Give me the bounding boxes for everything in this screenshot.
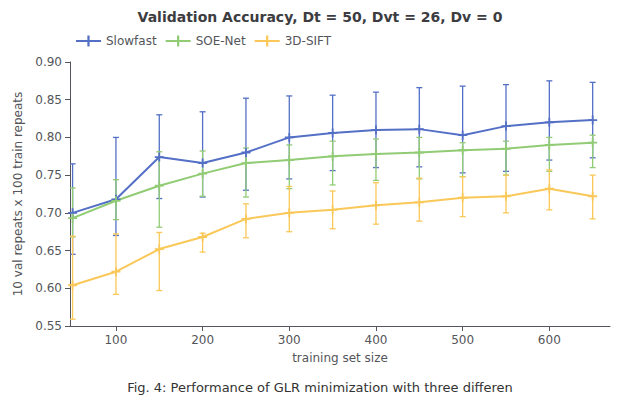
svg-text:300: 300 — [278, 333, 301, 347]
svg-text:0.70: 0.70 — [35, 206, 62, 220]
svg-text:600: 600 — [538, 333, 561, 347]
svg-text:10 val repeats x 100 train rep: 10 val repeats x 100 train repeats — [11, 92, 25, 297]
svg-text:200: 200 — [191, 333, 214, 347]
svg-text:0.75: 0.75 — [35, 168, 62, 182]
svg-text:3D-SIFT: 3D-SIFT — [285, 34, 332, 48]
svg-text:Validation Accuracy, Dt = 50,: Validation Accuracy, Dt = 50, Dvt = 26, … — [138, 9, 503, 25]
svg-text:SOE-Net: SOE-Net — [196, 34, 246, 48]
svg-text:0.85: 0.85 — [35, 93, 62, 107]
svg-text:0.65: 0.65 — [35, 244, 62, 258]
svg-text:0.90: 0.90 — [35, 55, 62, 69]
svg-text:100: 100 — [104, 333, 127, 347]
svg-text:400: 400 — [365, 333, 388, 347]
svg-text:500: 500 — [451, 333, 474, 347]
svg-text:training set size: training set size — [292, 351, 388, 365]
svg-text:0.55: 0.55 — [35, 319, 62, 333]
svg-text:0.60: 0.60 — [35, 281, 62, 295]
svg-text:Slowfast: Slowfast — [106, 34, 157, 48]
svg-text:Fig. 4: Performance of GLR min: Fig. 4: Performance of GLR minimization … — [127, 380, 513, 395]
svg-text:0.80: 0.80 — [35, 130, 62, 144]
